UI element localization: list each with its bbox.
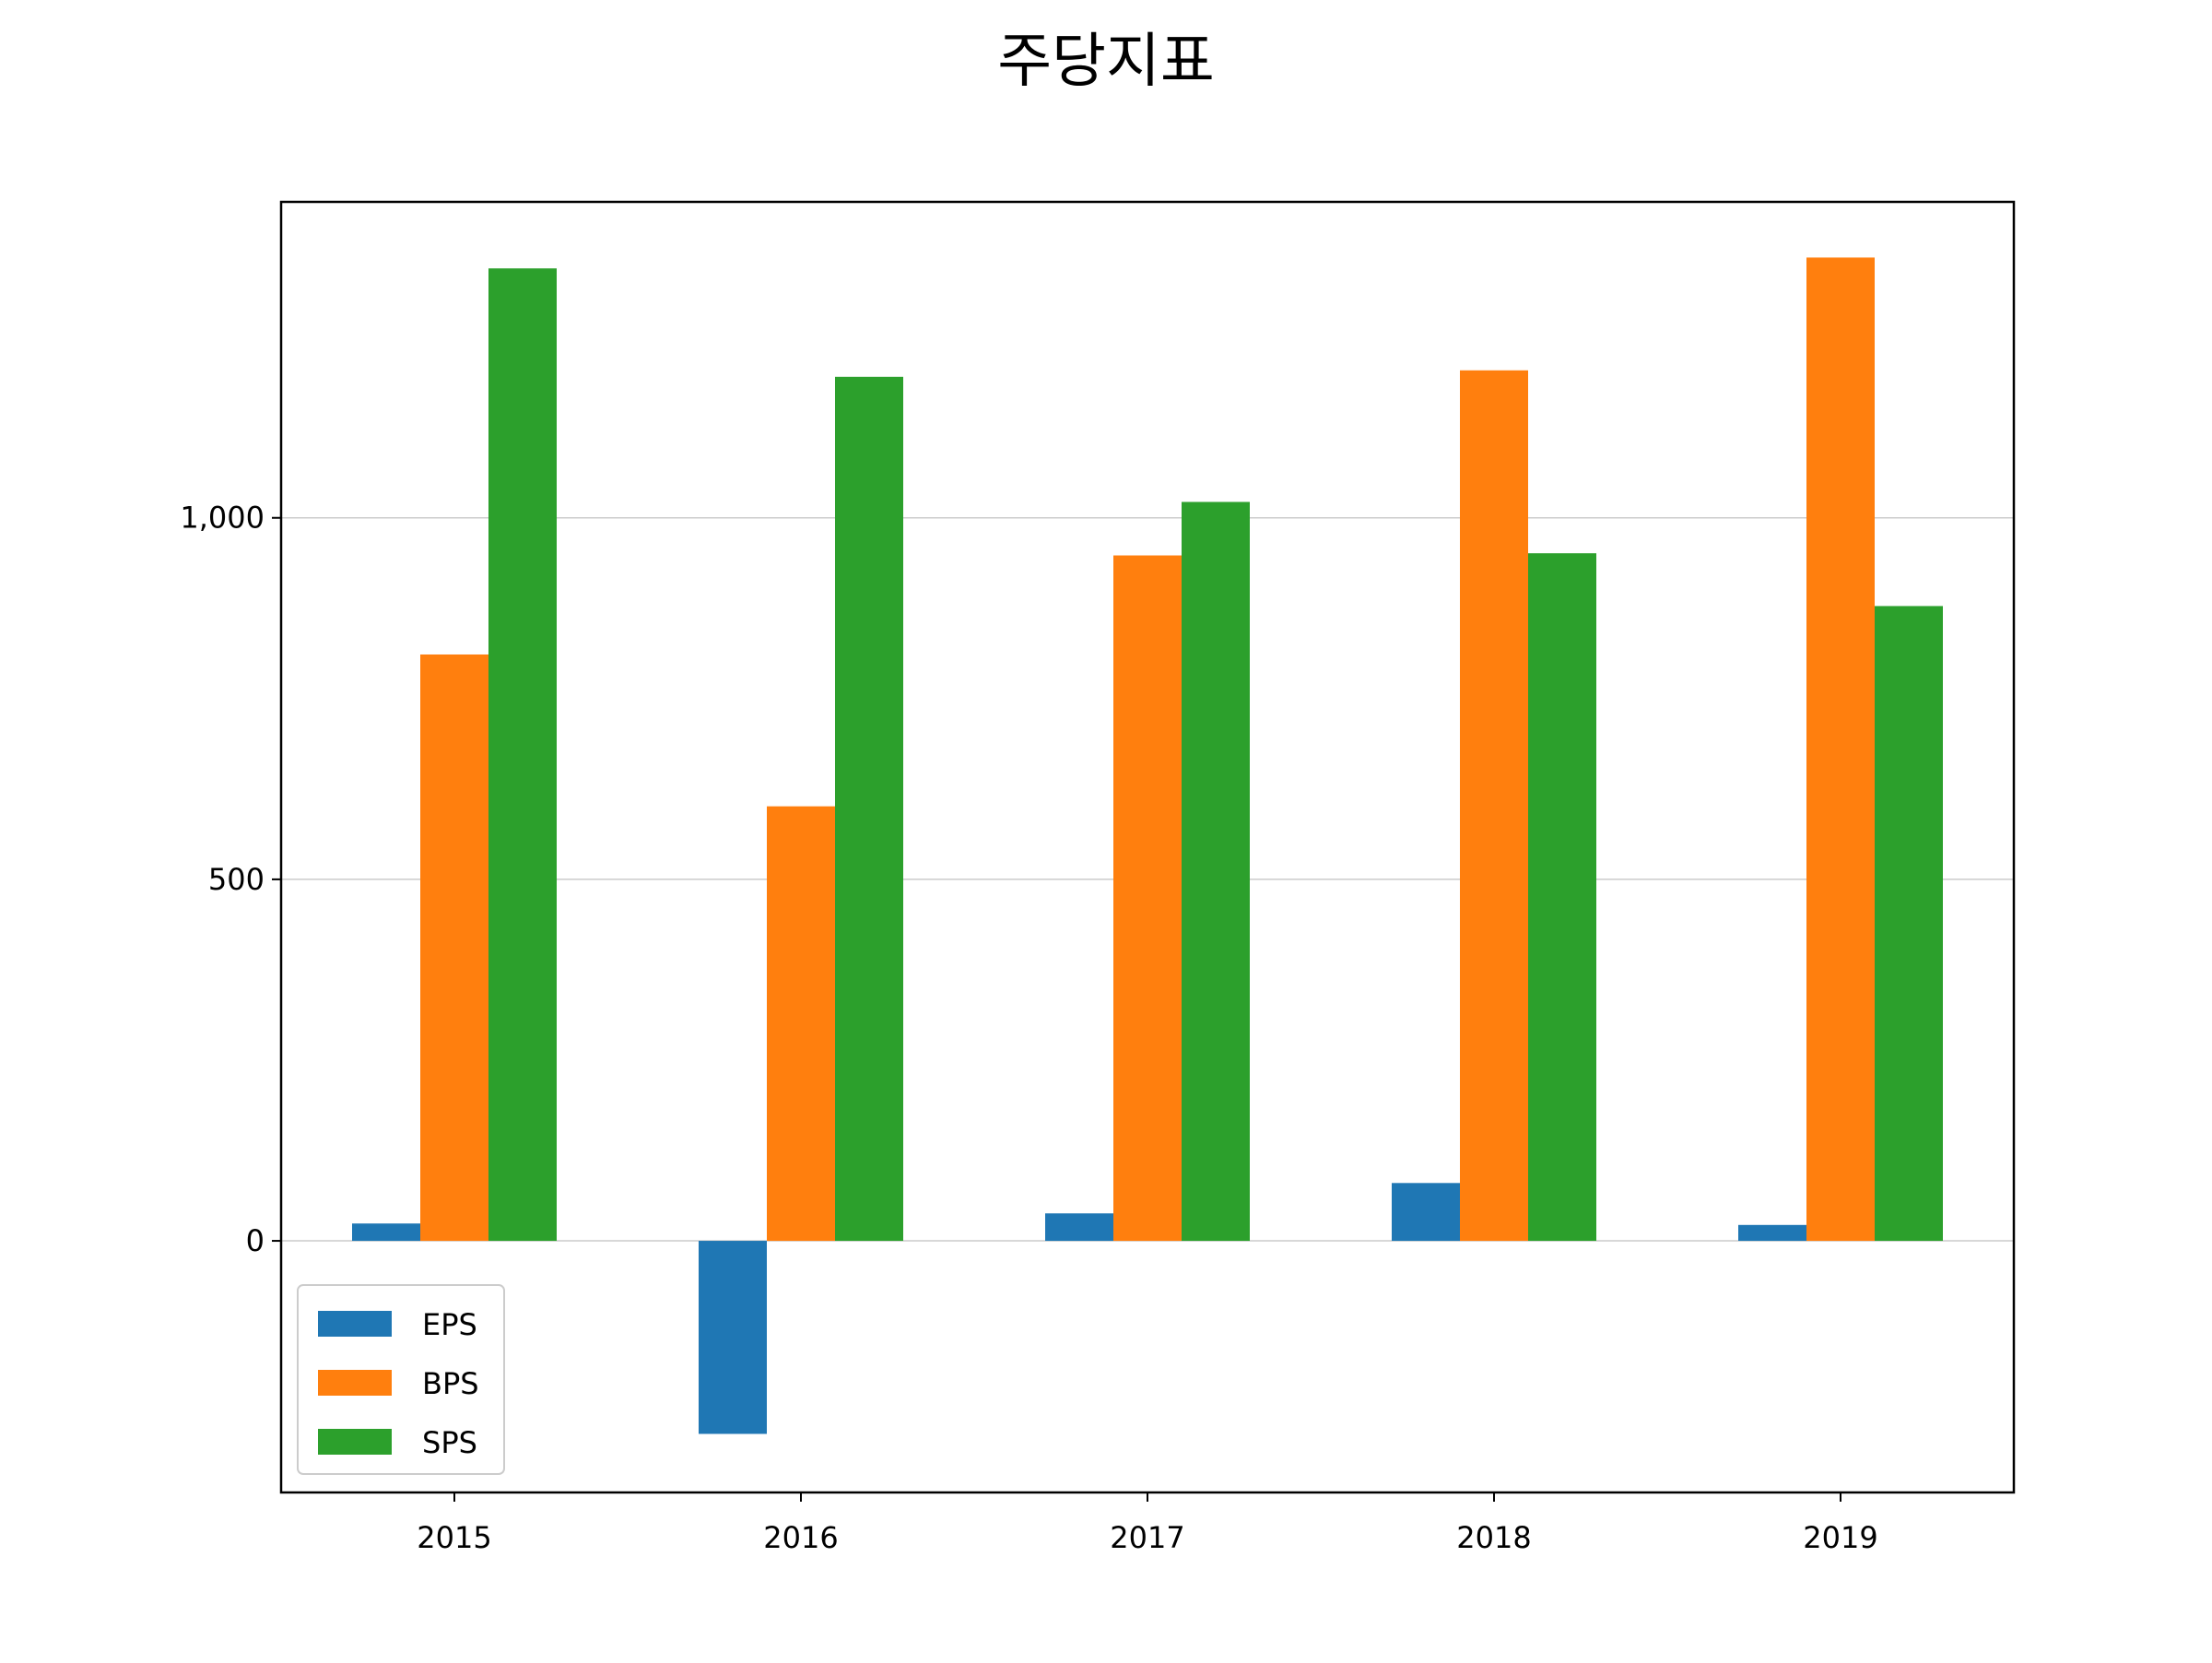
legend-label-eps: EPS [422,1307,477,1342]
bar-bps-2017 [1113,555,1182,1242]
x-tick-label: 2018 [1456,1520,1531,1555]
bar-eps-2017 [1045,1213,1113,1242]
chart-title: 주당지표 [997,28,1215,96]
legend: EPS BPS SPS [297,1284,505,1475]
x-tick-label: 2015 [417,1520,491,1555]
bar-bps-2015 [420,654,488,1242]
legend-label-bps: BPS [422,1366,479,1401]
bar-eps-2019 [1738,1224,1806,1242]
bar-sps-2015 [488,268,557,1242]
bar-eps-2018 [1392,1183,1460,1242]
bar-sps-2017 [1182,501,1250,1242]
axis-layer: 0 500 1,000 2015 2016 2017 2018 2019 [180,501,1877,1555]
bar-bps-2016 [767,806,835,1242]
bar-eps-2016 [699,1241,767,1434]
legend-swatch-eps [318,1311,392,1337]
bars-layer [352,257,1943,1434]
bar-eps-2015 [352,1223,420,1242]
legend-swatch-sps [318,1429,392,1455]
y-tick-label: 0 [246,1223,265,1258]
legend-label-sps: SPS [422,1425,477,1460]
x-tick-label: 2016 [763,1520,838,1555]
bar-bps-2019 [1806,257,1875,1242]
legend-swatch-bps [318,1370,392,1396]
x-tick-label: 2017 [1110,1520,1184,1555]
y-tick-label: 1,000 [180,501,265,536]
bar-bps-2018 [1460,370,1528,1242]
bar-sps-2016 [835,376,903,1242]
bar-sps-2019 [1875,606,1943,1242]
y-tick-label: 500 [208,862,265,897]
bar-sps-2018 [1528,553,1596,1242]
x-tick-label: 2019 [1803,1520,1877,1555]
